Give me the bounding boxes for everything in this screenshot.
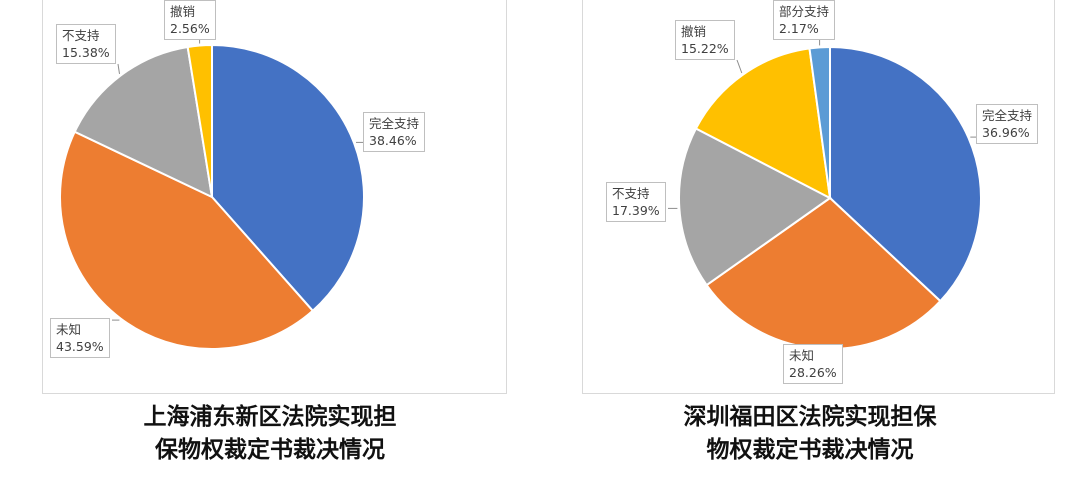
pie-slice-1 xyxy=(59,130,315,351)
chart-title-shenzhen: 深圳福田区法院实现担保 物权裁定书裁决情况 xyxy=(540,400,1080,466)
pie-slice-4 xyxy=(808,45,831,199)
pie-slice-2 xyxy=(678,127,832,287)
data-label: 不支持 17.39% xyxy=(606,182,666,222)
data-label: 未知 43.59% xyxy=(50,318,110,358)
slice-name: 完全支持 xyxy=(982,108,1033,123)
pie-slice-3 xyxy=(694,47,832,200)
chart-panel-shanghai: 上海浦东新区法院实现担 保物权裁定书裁决情况 完全支持 38.46% 未知 43.59… xyxy=(0,0,540,466)
chart-frame xyxy=(582,0,1055,394)
data-label: 完全支持 36.96% xyxy=(976,104,1039,144)
pie-slice-2 xyxy=(73,45,214,199)
slice-name: 撤销 xyxy=(681,24,707,39)
slice-percent: 15.22% xyxy=(681,41,729,56)
chart-title-line-2: 保物权裁定书裁决情况 xyxy=(155,436,385,463)
slice-name: 不支持 xyxy=(612,186,650,201)
slice-percent: 28.26% xyxy=(789,365,837,380)
chart-title-line-1: 上海浦东新区法院实现担 xyxy=(143,403,397,430)
chart-title-line-1: 深圳福田区法院实现担保 xyxy=(683,403,937,430)
data-label: 部分支持 2.17% xyxy=(773,0,836,40)
chart-frame xyxy=(42,0,507,394)
pie-slice-0 xyxy=(211,43,365,313)
slice-name: 不支持 xyxy=(62,28,100,43)
chart-title-shanghai: 上海浦东新区法院实现担 保物权裁定书裁决情况 xyxy=(0,400,540,466)
slice-name: 未知 xyxy=(56,322,82,337)
pie-slice-0 xyxy=(829,45,982,303)
slice-percent: 38.46% xyxy=(369,133,417,148)
slice-name: 未知 xyxy=(789,348,815,363)
pie-chart-shanghai xyxy=(59,40,365,351)
slice-name: 部分支持 xyxy=(779,4,830,19)
leader-line xyxy=(117,63,120,74)
slice-percent: 2.56% xyxy=(170,21,210,36)
data-label: 撤销 2.56% xyxy=(164,0,216,40)
data-label: 不支持 15.38% xyxy=(56,24,116,64)
slice-percent: 2.17% xyxy=(779,21,819,36)
pie-chart-shenzhen xyxy=(668,40,982,350)
slice-name: 完全支持 xyxy=(369,116,420,131)
data-label: 未知 28.26% xyxy=(783,344,843,384)
chart-panel-shenzhen: 深圳福田区法院实现担保 物权裁定书裁决情况 完全支持 36.96% 未知 28.26%… xyxy=(540,0,1080,480)
slice-percent: 43.59% xyxy=(56,339,104,354)
slice-percent: 15.38% xyxy=(62,45,110,60)
data-label: 撤销 15.22% xyxy=(675,20,735,60)
pie-slice-3 xyxy=(186,43,213,198)
slice-percent: 36.96% xyxy=(982,125,1030,140)
slice-percent: 17.39% xyxy=(612,203,660,218)
slice-name: 撤销 xyxy=(170,4,196,19)
data-label: 完全支持 38.46% xyxy=(363,112,426,152)
leader-line xyxy=(736,59,743,74)
chart-title-line-2: 物权裁定书裁决情况 xyxy=(706,436,914,463)
